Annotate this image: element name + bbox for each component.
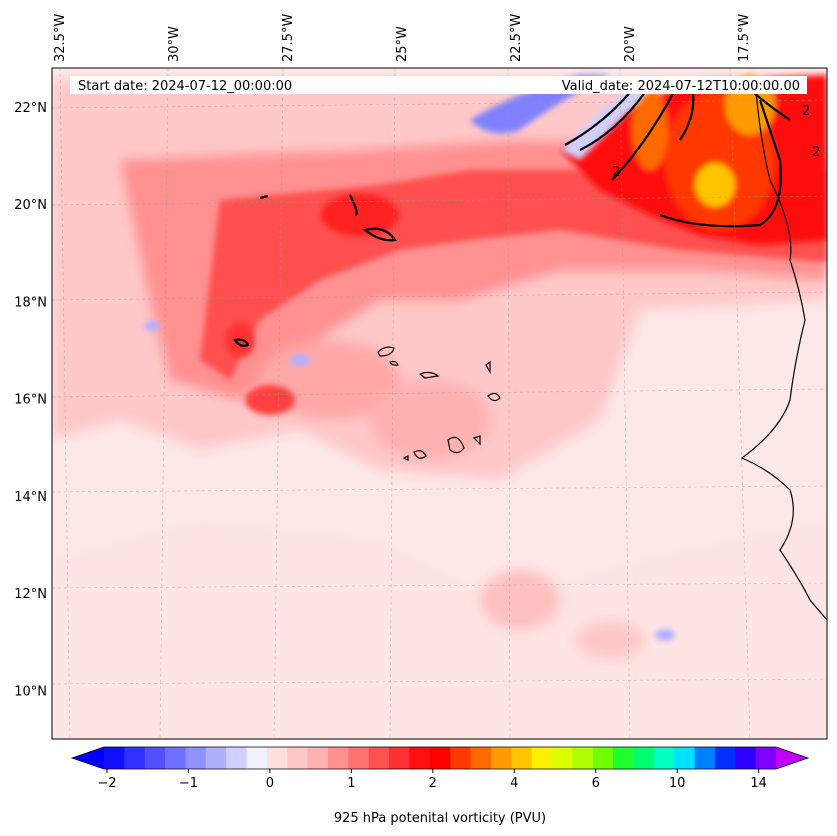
- colorbar-swatch-13: [368, 747, 390, 769]
- colorbar-swatch-16: [429, 747, 451, 769]
- colorbar-swatch-22: [552, 747, 573, 769]
- latitude-label-5: 12°N: [14, 587, 47, 602]
- longitude-label-5: 20°W: [623, 26, 638, 62]
- colorbar-swatch-10: [307, 747, 329, 769]
- start-date-label: Start date: 2024-07-12_00:00:00: [78, 79, 292, 94]
- colorbar-title: 925 hPa potenital vorticity (PVU): [334, 811, 546, 826]
- colorbar-swatch-21: [531, 747, 553, 769]
- pv-intense-region: [560, 75, 827, 245]
- colorbar-swatch-0: [104, 747, 125, 769]
- longitude-label-2: 27.5°W: [281, 14, 296, 62]
- latitude-labels: 22°N 20°N 18°N 16°N 14°N 12°N 10°N: [14, 101, 47, 699]
- date-label-bar: [70, 76, 807, 94]
- contour-label-2: 2: [802, 104, 810, 119]
- colorbar-tick-label-5: 4: [510, 776, 518, 791]
- colorbar-swatch-19: [490, 747, 512, 769]
- colorbar-tick-label-0: −2: [97, 776, 116, 791]
- colorbar-swatch-1: [124, 747, 146, 769]
- colorbar-tick-label-3: 1: [347, 776, 355, 791]
- colorbar-swatch-20: [511, 747, 533, 769]
- colorbar-under-arrow: [72, 747, 104, 769]
- colorbar-swatch-29: [694, 747, 716, 769]
- colorbar-tick-label-7: 10: [669, 776, 686, 791]
- latitude-label-6: 10°N: [14, 684, 47, 699]
- colorbar-swatch-3: [165, 747, 186, 769]
- colorbar-swatch-4: [185, 747, 207, 769]
- longitude-label-0: 32.5°W: [53, 14, 68, 62]
- latitude-label-0: 22°N: [14, 101, 47, 116]
- valid-date-label: Valid_date: 2024-07-12T10:00:00.00: [562, 79, 800, 94]
- latitude-label-4: 14°N: [14, 490, 47, 505]
- colorbar-swatch-12: [348, 747, 370, 769]
- latitude-label-2: 18°N: [14, 295, 47, 310]
- colorbar-swatch-8: [266, 747, 288, 769]
- colorbar-over-arrow: [776, 747, 808, 769]
- colorbar-tick-label-8: 14: [750, 776, 767, 791]
- colorbar-swatch-28: [674, 747, 696, 769]
- longitude-label-4: 22.5°W: [509, 14, 524, 62]
- longitude-label-1: 30°W: [167, 26, 182, 62]
- colorbar-swatch-26: [633, 747, 655, 769]
- colorbar-swatch-18: [470, 747, 492, 769]
- colorbar-swatch-31: [735, 747, 757, 769]
- longitude-label-3: 25°W: [395, 26, 410, 62]
- pv-field: 2 2 2: [52, 68, 827, 739]
- colorbar-swatch-30: [714, 747, 736, 769]
- colorbar-swatch-32: [755, 747, 777, 769]
- colorbar-swatch-17: [450, 747, 472, 769]
- cape-verde-islands: [377, 346, 501, 461]
- colorbar-swatch-27: [653, 747, 675, 769]
- colorbar-swatch-23: [572, 747, 594, 769]
- colorbar-tick-label-4: 2: [429, 776, 437, 791]
- african-coastline: [740, 79, 827, 621]
- colorbar-tick-label-6: 6: [592, 776, 600, 791]
- graticule: [52, 68, 827, 739]
- colorbar-swatch-6: [226, 747, 248, 769]
- colorbar-swatch-11: [328, 747, 349, 769]
- colorbar-swatch-5: [205, 747, 227, 769]
- longitude-label-6: 17.5°W: [737, 14, 752, 62]
- colorbar-swatch-9: [287, 747, 309, 769]
- colorbar-swatch-25: [613, 747, 634, 769]
- colorbar-swatch-2: [144, 747, 166, 769]
- colorbar-swatch-24: [592, 747, 614, 769]
- latitude-label-3: 16°N: [14, 393, 47, 408]
- longitude-labels: 32.5°W 30°W 27.5°W 25°W 22.5°W 20°W 17.5°W: [53, 14, 752, 62]
- colorbar-tick-label-2: 0: [266, 776, 274, 791]
- colorbar-swatch-15: [409, 747, 431, 769]
- contour-label-3: 2: [812, 145, 820, 160]
- contour-label-1: 2: [612, 165, 620, 180]
- colorbar-frame: [70, 746, 810, 770]
- colorbar-swatch-7: [246, 747, 268, 769]
- colorbar-swatch-14: [389, 747, 410, 769]
- colorbar-tick-label-1: −1: [179, 776, 198, 791]
- colorbar: −2 −1 0 1 2 4 6 10 14: [70, 746, 810, 791]
- map-frame: [51, 67, 828, 740]
- latitude-label-1: 20°N: [14, 198, 47, 213]
